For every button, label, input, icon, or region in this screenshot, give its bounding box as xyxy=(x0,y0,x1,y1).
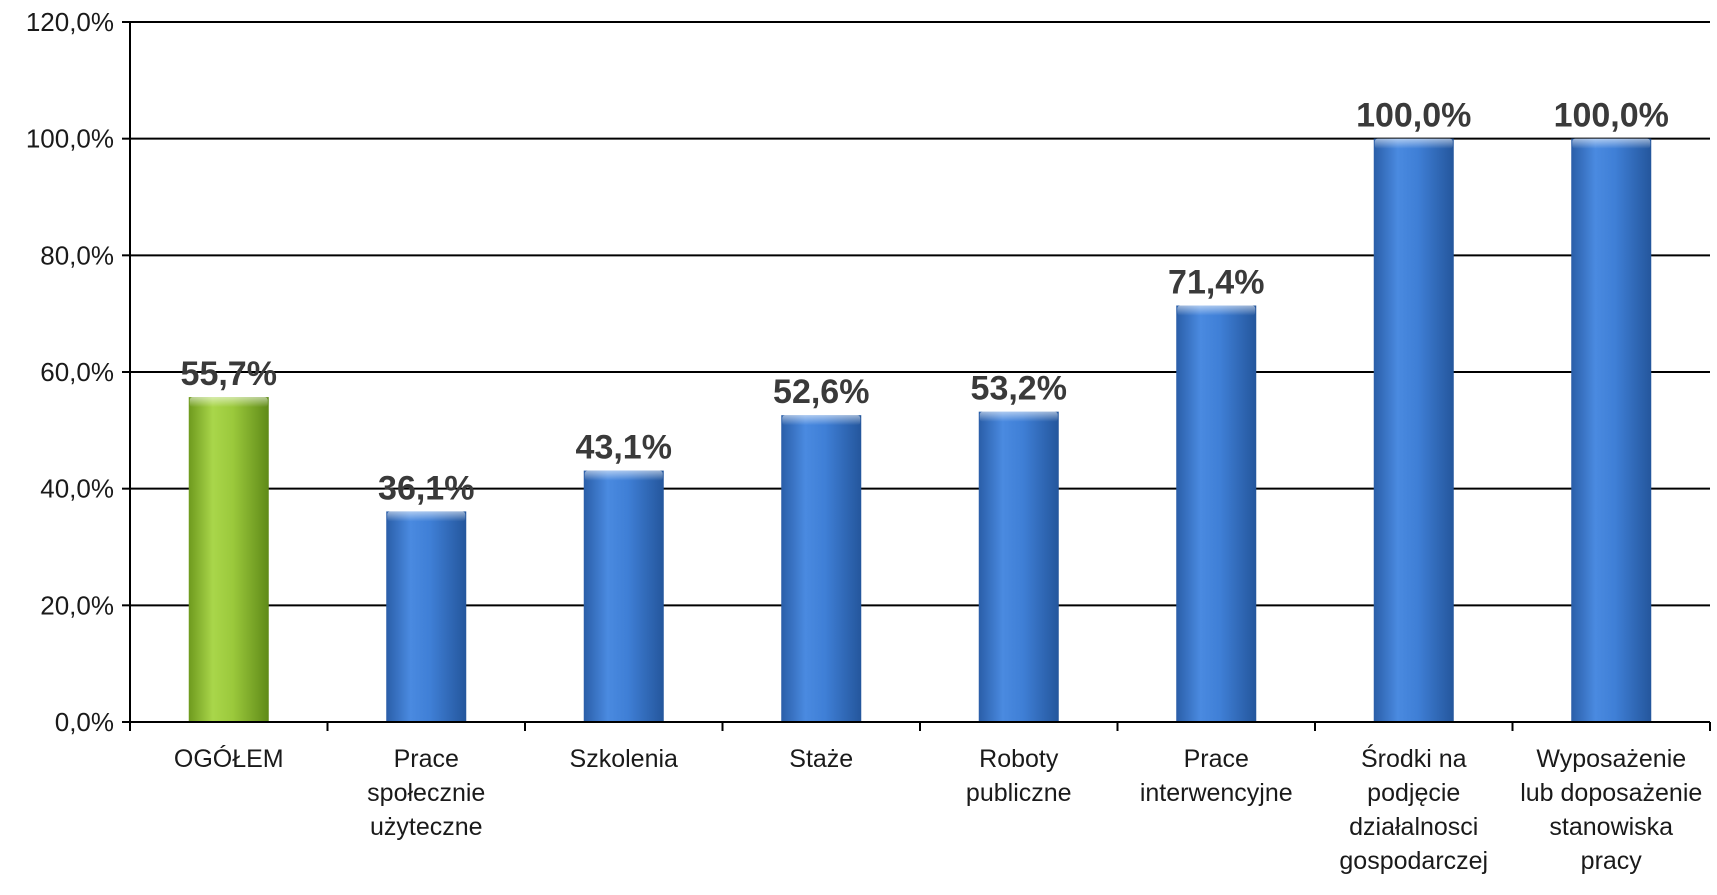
y-tick-label-2: 40,0% xyxy=(40,474,114,504)
data-label-7: 100,0% xyxy=(1554,97,1669,135)
x-tick-label-2: Szkolenia xyxy=(570,745,678,773)
x-tick-label-5: Prace interwencyjne xyxy=(1140,745,1293,807)
y-tick-label-3: 60,0% xyxy=(40,357,114,387)
x-tick-label-1: Prace społecznie użyteczne xyxy=(367,745,485,841)
bar-highlight-3 xyxy=(782,415,861,426)
x-tick-label-4: Roboty publiczne xyxy=(966,745,1072,807)
x-tick-label-0: OGÓŁEM xyxy=(174,744,284,773)
x-tick-label-3-line-0: Staże xyxy=(789,745,853,773)
data-label-4: 53,2% xyxy=(971,370,1067,408)
x-tick-label-7-line-3: pracy xyxy=(1581,847,1643,875)
bar-highlight-0 xyxy=(189,397,268,408)
bar-7 xyxy=(1571,138,1652,722)
data-label-0: 55,7% xyxy=(181,355,277,393)
bar-highlight-5 xyxy=(1177,305,1256,316)
x-tick-label-7-line-1: lub doposażenie xyxy=(1520,779,1702,807)
bar-4 xyxy=(978,411,1059,722)
x-tick-label-6: Środki na podjęcie działalnosci gospodarcze… xyxy=(1339,743,1488,875)
data-label-5: 71,4% xyxy=(1168,264,1264,302)
bar-highlight-1 xyxy=(387,511,466,522)
bar-highlight-4 xyxy=(979,411,1058,422)
y-tick-label-5: 100,0% xyxy=(26,124,114,154)
x-tick-label-0-line-0: OGÓŁEM xyxy=(174,744,284,773)
bar-3 xyxy=(781,415,862,722)
bar-5 xyxy=(1176,305,1257,722)
bar-highlight-7 xyxy=(1572,138,1651,149)
data-label-3: 52,6% xyxy=(773,373,869,411)
y-tick-labels: 0,0% 20,0% 40,0% 60,0% 80,0% 100,0% 120,0% xyxy=(26,7,114,737)
axes xyxy=(122,21,1711,731)
x-tick-label-7-line-2: stanowiska xyxy=(1549,813,1673,841)
x-tick-label-4-line-0: Roboty xyxy=(979,745,1059,773)
x-tick-label-6-line-1: podjęcie xyxy=(1367,779,1460,807)
x-tick-label-6-line-2: działalnosci xyxy=(1349,813,1478,841)
y-tick-label-0: 0,0% xyxy=(55,707,114,737)
bar-highlight-2 xyxy=(584,470,663,481)
x-tick-label-5-line-0: Prace xyxy=(1184,745,1249,773)
x-tick-label-6-line-0: Środki na xyxy=(1361,743,1467,773)
data-labels: 55,7% 36,1% 43,1% 52,6% 53,2% 71,4% 100,0% 100,… xyxy=(181,97,1669,508)
bar-highlight-6 xyxy=(1374,138,1453,149)
bar-1 xyxy=(386,511,467,722)
x-tick-label-3: Staże xyxy=(789,745,853,773)
y-tick-label-6: 120,0% xyxy=(26,7,114,37)
bar-0 xyxy=(188,397,269,722)
gridlines xyxy=(130,21,1710,607)
x-tick-label-1-line-2: użyteczne xyxy=(370,813,483,841)
x-tick-label-7: Wyposażenie lub doposażenie stanowiska prac… xyxy=(1520,745,1702,875)
x-tick-labels: OGÓŁEM Prace społecznie użyteczne Szkolenia S… xyxy=(174,743,1702,875)
x-tick-label-2-line-0: Szkolenia xyxy=(570,745,678,773)
y-tick-label-4: 80,0% xyxy=(40,240,114,270)
x-tick-label-6-line-3: gospodarczej xyxy=(1339,847,1488,875)
data-label-1: 36,1% xyxy=(378,469,474,507)
x-tick-label-7-line-0: Wyposażenie xyxy=(1536,745,1686,773)
bars xyxy=(188,138,1652,722)
y-tick-label-1: 20,0% xyxy=(40,590,114,620)
data-label-2: 43,1% xyxy=(576,429,672,467)
x-tick-label-1-line-1: społecznie xyxy=(367,779,485,807)
bar-2 xyxy=(583,470,664,722)
data-label-6: 100,0% xyxy=(1356,97,1471,135)
x-tick-label-1-line-0: Prace xyxy=(394,745,459,773)
x-tick-label-4-line-1: publiczne xyxy=(966,779,1072,807)
x-tick-label-5-line-1: interwencyjne xyxy=(1140,779,1293,807)
bar-6 xyxy=(1373,138,1454,722)
